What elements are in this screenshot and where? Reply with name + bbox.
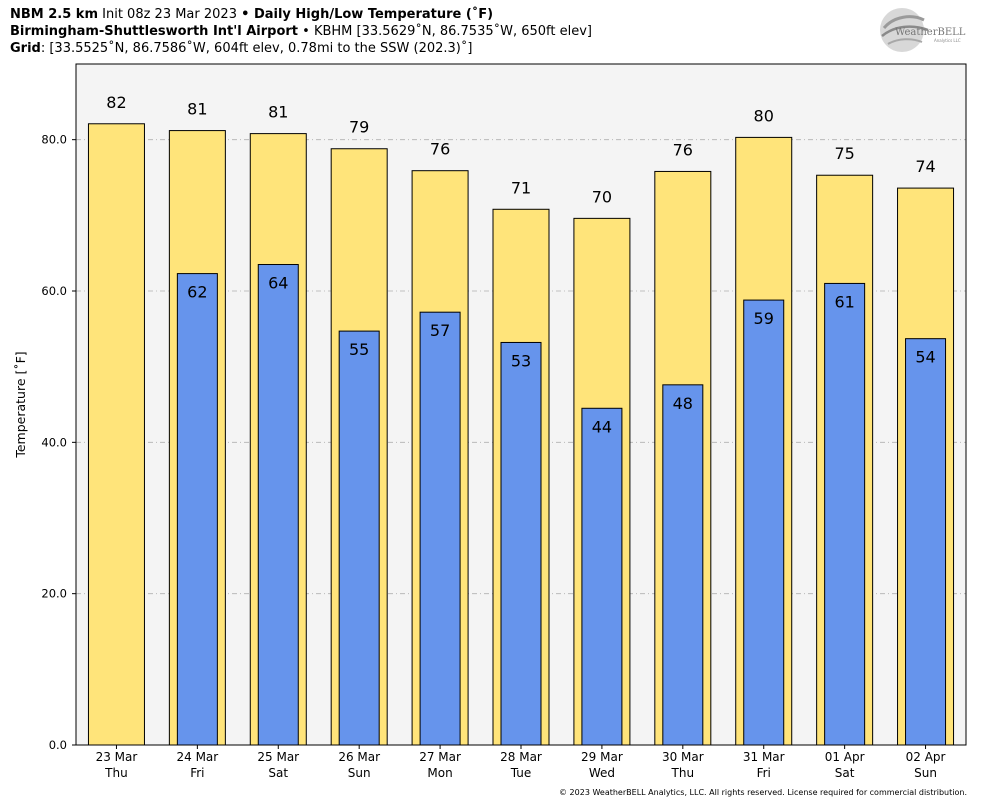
- x-tick-date: 29 Mar: [581, 750, 623, 764]
- high-temp-label: 76: [673, 140, 693, 159]
- x-tick-weekday: Mon: [427, 766, 452, 780]
- x-tick-weekday: Tue: [510, 766, 532, 780]
- x-tick-weekday: Fri: [190, 766, 204, 780]
- low-temp-bar: [338, 330, 380, 746]
- x-tick-weekday: Sun: [914, 766, 937, 780]
- high-temp-label: 76: [430, 140, 450, 159]
- x-tick-date: 27 Mar: [419, 750, 461, 764]
- x-tick-weekday: Thu: [671, 766, 695, 780]
- high-temp-label: 74: [915, 157, 935, 176]
- high-temp-label: 71: [511, 178, 531, 197]
- high-temp-label: 80: [754, 106, 774, 125]
- x-tick-date: 30 Mar: [662, 750, 704, 764]
- low-temp-label: 59: [754, 309, 774, 328]
- low-temp-bar: [743, 299, 785, 746]
- x-tick-date: 25 Mar: [257, 750, 299, 764]
- x-tick-date: 23 Mar: [96, 750, 138, 764]
- low-temp-bar: [662, 384, 704, 746]
- low-temp-bar: [581, 407, 623, 746]
- axes: 0.0 20.0 40.0 60.0 80.0 23 Mar Thu 24 Mar Fri 25 …: [41, 133, 945, 780]
- y-tick-label: 60.0: [41, 284, 67, 298]
- high-temp-label: 81: [268, 103, 288, 122]
- high-temp-bar: [87, 123, 145, 746]
- data-labels: 82 81 62 81 64 79 55 76 57 71 53 70 44 76 48 80 59 75 61 74…: [106, 93, 935, 437]
- x-tick-date: 02 Apr: [906, 750, 946, 764]
- y-tick-label: 80.0: [41, 133, 67, 147]
- high-temp-label: 82: [106, 93, 126, 112]
- high-temp-label: 79: [349, 118, 369, 137]
- x-tick-date: 26 Mar: [338, 750, 380, 764]
- high-temp-label: 70: [592, 187, 612, 206]
- product-name: Daily High/Low Temperature (˚F): [249, 7, 494, 22]
- x-tick-weekday: Fri: [757, 766, 771, 780]
- x-tick-date: 31 Mar: [743, 750, 785, 764]
- weatherbell-logo: WeatherBELL Analytics LLC: [880, 8, 966, 52]
- y-tick-label: 40.0: [41, 435, 67, 449]
- init-time: Init 08z 23 Mar 2023: [98, 7, 242, 22]
- x-tick-weekday: Sun: [348, 766, 371, 780]
- station-name: Birmingham-Shuttlesworth Int'l Airport: [10, 24, 299, 39]
- grid-details: : [33.5525˚N, 86.7586˚W, 604ft elev, 0.7…: [40, 41, 473, 56]
- x-tick-date: 28 Mar: [500, 750, 542, 764]
- low-temp-bar: [824, 282, 866, 746]
- low-temp-label: 53: [511, 351, 531, 370]
- low-temp-bar: [905, 338, 947, 746]
- logo-text: WeatherBELL: [895, 27, 966, 38]
- low-temp-bar: [419, 311, 461, 746]
- grid-label: Grid: [10, 41, 41, 56]
- logo-subtext: Analytics LLC: [934, 38, 961, 43]
- title-bullet: •: [241, 7, 250, 22]
- chart-title: NBM 2.5 km Init 08z 23 Mar 2023 • Daily …: [10, 6, 493, 23]
- low-temp-bar: [500, 341, 542, 746]
- station-line: Birmingham-Shuttlesworth Int'l Airport •…: [10, 23, 592, 40]
- copyright-notice: © 2023 WeatherBELL Analytics, LLC. All r…: [559, 788, 967, 797]
- low-temp-label: 48: [673, 394, 693, 413]
- bars: [87, 123, 955, 746]
- low-temp-label: 55: [349, 340, 369, 359]
- x-tick-date: 24 Mar: [176, 750, 218, 764]
- x-tick-weekday: Wed: [589, 766, 615, 780]
- low-temp-bar: [257, 264, 299, 746]
- station-details: • KBHM [33.5629˚N, 86.7535˚W, 650ft elev…: [298, 24, 592, 39]
- low-temp-bar: [176, 273, 218, 746]
- model-name: NBM 2.5 km: [10, 7, 98, 22]
- x-tick-weekday: Sat: [268, 766, 288, 780]
- x-tick-weekday: Sat: [835, 766, 855, 780]
- x-tick-date: 01 Apr: [825, 750, 865, 764]
- low-temp-label: 57: [430, 321, 450, 340]
- y-axis-label: Temperature [˚F]: [13, 351, 28, 458]
- grid-line: Grid: [33.5525˚N, 86.7586˚W, 604ft elev,…: [10, 40, 472, 57]
- y-tick-label: 20.0: [41, 587, 67, 601]
- y-tick-label: 0.0: [49, 738, 67, 752]
- x-tick-weekday: Thu: [104, 766, 128, 780]
- low-temp-label: 54: [915, 348, 935, 367]
- high-temp-label: 81: [187, 100, 207, 119]
- low-temp-label: 61: [834, 292, 854, 311]
- low-temp-label: 44: [592, 417, 612, 436]
- high-temp-label: 75: [834, 144, 854, 163]
- low-temp-label: 64: [268, 274, 288, 293]
- low-temp-label: 62: [187, 283, 207, 302]
